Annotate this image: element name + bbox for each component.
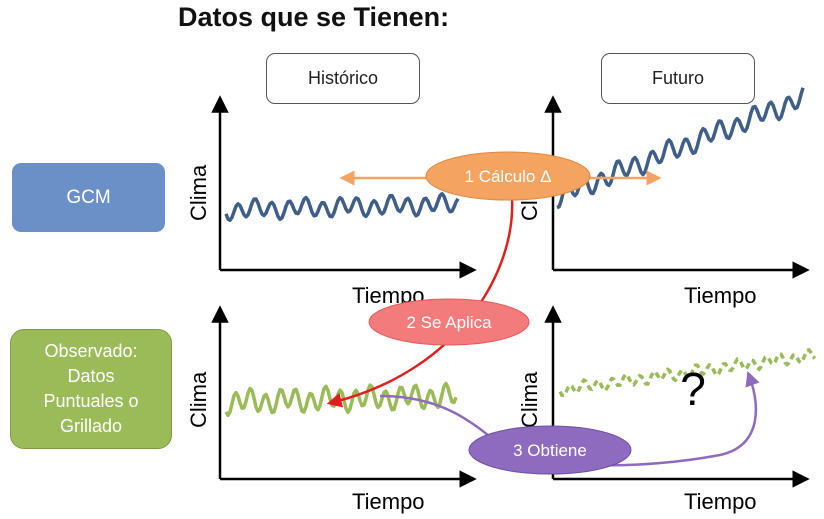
y-label-futuro-obs: Clima [517, 371, 542, 428]
series-futuro-gcm [556, 87, 805, 210]
series-historico-gcm [224, 192, 460, 223]
step-calculo-label: 1 Cálculo Δ [465, 167, 552, 186]
x-label-futuro-gcm: Tiempo [684, 283, 757, 308]
step-obtiene-ellipse [468, 425, 632, 475]
step-aplica-label: 2 Se Aplica [406, 313, 492, 332]
y-label-historico-obs: Clima [186, 371, 211, 428]
gcm-label: GCM [12, 163, 165, 232]
step-calculo-ellipse [425, 151, 591, 201]
x-label-futuro-obs: Tiempo [684, 489, 757, 514]
gcm-text: GCM [66, 186, 111, 208]
x-label-historico-obs: Tiempo [352, 489, 425, 514]
observado-line-3: Puntuales o [43, 391, 139, 411]
axes-historico-gcm [211, 95, 477, 279]
observado-line-4: Grillado [59, 416, 123, 436]
step-aplica-ellipse [368, 298, 530, 346]
series-historico-obs [224, 381, 458, 418]
step-obtiene-label: 3 Obtiene [513, 441, 587, 460]
historico-header: Histórico [266, 53, 420, 104]
futuro-header: Futuro [601, 53, 755, 104]
observado-label: Observado: Datos Puntuales o Grillado [10, 329, 172, 449]
y-label-historico-gcm: Clima [186, 164, 211, 221]
series-futuro-obs [558, 347, 817, 398]
observado-line-1: Observado: [44, 341, 138, 361]
axes-historico-obs [211, 305, 477, 488]
observado-line-2: Datos [67, 366, 115, 386]
page-title: Datos que se Tienen: [178, 2, 450, 32]
unknown-mark: ? [680, 363, 706, 415]
